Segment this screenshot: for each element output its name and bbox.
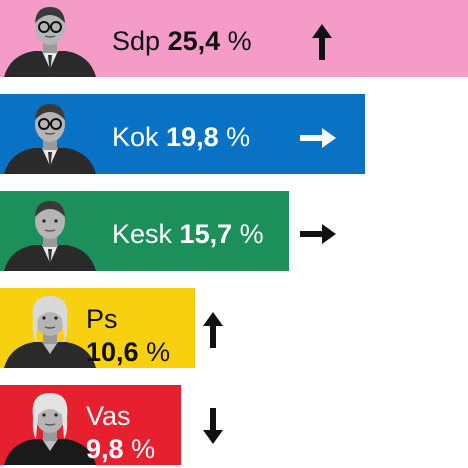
arrow-up-icon — [203, 312, 223, 348]
bar-label-sdp: Sdp 25,4 % — [112, 28, 252, 55]
unit-label: % — [239, 219, 264, 249]
party-name: Sdp — [112, 26, 161, 56]
unit-label: % — [226, 122, 251, 152]
bar-sdp — [0, 0, 468, 77]
bar-label-kesk: Kesk 15,7 % — [112, 221, 264, 248]
portrait-kesk — [4, 201, 96, 271]
unit-label: % — [146, 337, 171, 367]
value-label: 15,7 — [179, 219, 233, 249]
bar-label-vas: Vas 9,8 % — [86, 400, 155, 466]
bar-kok — [0, 94, 365, 174]
bar-ps — [0, 288, 195, 368]
arrow-up-icon — [312, 24, 332, 60]
unit-label: % — [131, 434, 156, 464]
value-label: 9,8 — [86, 434, 124, 464]
unit-label: % — [227, 26, 252, 56]
arrow-right-icon — [300, 128, 336, 148]
party-name: Kok — [112, 122, 159, 152]
value-label: 25,4 — [167, 26, 221, 56]
portrait-sdp — [4, 7, 96, 77]
bar-label-kok: Kok 19,8 % — [112, 124, 250, 151]
party-name: Vas — [86, 401, 131, 431]
value-label: 10,6 — [86, 337, 139, 367]
party-name: Ps — [86, 304, 118, 334]
arrow-right-icon — [300, 224, 336, 244]
portrait-ps — [4, 296, 96, 368]
portrait-vas — [4, 393, 96, 465]
bar-label-ps: Ps 10,6 % — [86, 303, 170, 369]
bar-vas — [0, 385, 181, 465]
arrow-down-icon — [203, 408, 223, 444]
portrait-kok — [4, 104, 96, 174]
value-label: 19,8 — [166, 122, 219, 152]
bar-kesk — [0, 191, 289, 271]
party-name: Kesk — [112, 219, 173, 249]
